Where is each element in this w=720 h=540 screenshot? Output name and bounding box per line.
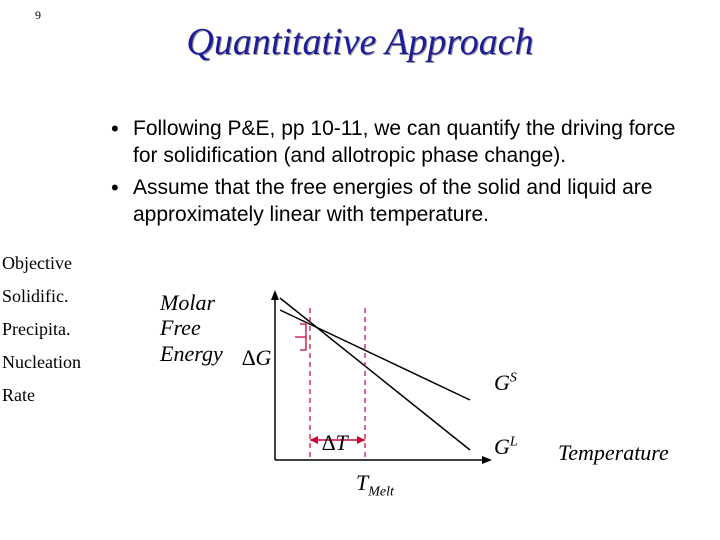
delta-g-bracket <box>295 324 306 350</box>
bullet-2: Assume that the free energies of the sol… <box>105 174 685 229</box>
t-melt-label: TMelt <box>356 470 394 500</box>
bullet-1: Following P&E, pp 10-11, we can quantify… <box>105 115 685 170</box>
x-axis-label: Temperature <box>558 440 669 466</box>
diagram-svg <box>160 290 680 510</box>
gs-label: GS <box>494 370 517 396</box>
sidebar-item-nucleation: Nucleation <box>2 352 100 373</box>
sidebar-item-objective: Objective <box>2 253 100 274</box>
y-axis-arrow <box>271 290 279 300</box>
x-axis-arrow <box>482 456 492 464</box>
delta-t-arrow-right <box>357 436 365 444</box>
free-energy-diagram: Molar Free Energy ∆G GS GL Temperature ∆… <box>160 290 680 510</box>
bullet-list: Following P&E, pp 10-11, we can quantify… <box>105 115 685 232</box>
delta-t-label: ∆T <box>322 430 348 456</box>
delta-t-arrow-left <box>310 436 318 444</box>
sidebar-item-rate: Rate <box>2 385 100 406</box>
gs-line <box>280 310 470 400</box>
gl-line <box>280 298 470 450</box>
sidebar-item-solidific: Solidific. <box>2 286 100 307</box>
sidebar-item-precipita: Precipita. <box>2 319 100 340</box>
page-title: Quantitative Approach <box>0 20 720 64</box>
sidebar-nav: Objective Solidific. Precipita. Nucleati… <box>2 253 100 418</box>
gl-label: GL <box>494 434 518 460</box>
